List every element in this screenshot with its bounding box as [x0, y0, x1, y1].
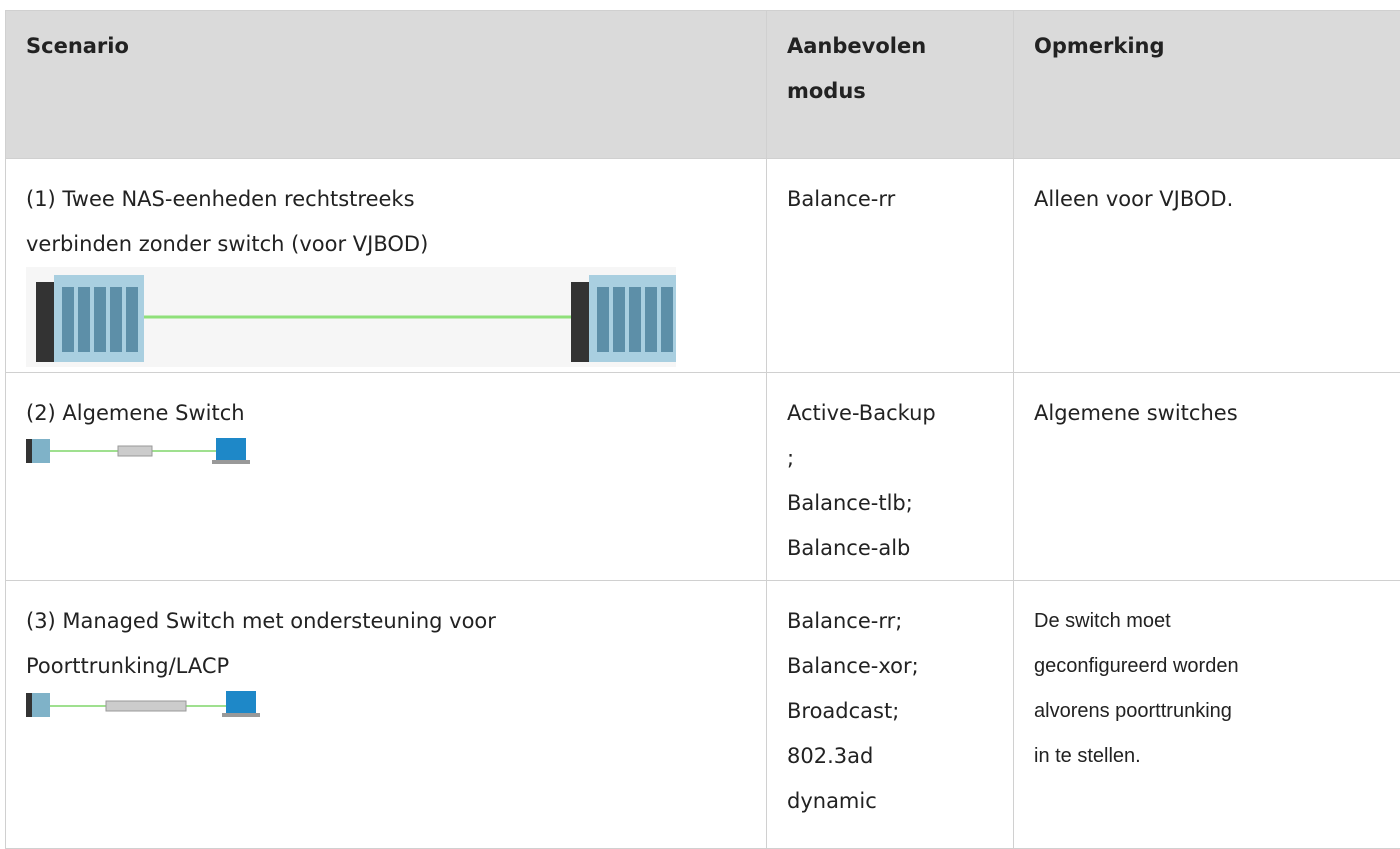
text-line: ; [787, 436, 993, 481]
text-line: Balance-rr [787, 177, 993, 222]
text-line: Balance-rr; [787, 599, 993, 644]
cell: Active-Backup;Balance-tlb;Balance-alb [767, 373, 1014, 581]
text-line: alvorens poorttrunking [1034, 689, 1380, 734]
cell-text: Balance-rr;Balance-xor;Broadcast;802.3ad… [787, 599, 993, 824]
text-line: Balance-alb [787, 526, 993, 571]
text-line: geconfigureerd worden [1034, 644, 1380, 689]
text-line: in te stellen. [1034, 734, 1380, 779]
text-line: Broadcast; [787, 689, 993, 734]
diagram-direct [26, 267, 676, 367]
header-row: Scenario Aanbevolen modus Opmerking [6, 11, 1400, 159]
row: (2) Algemene Switch Active-Backup;Balanc… [6, 373, 1400, 581]
text-line: (3) Managed Switch met ondersteuning voo… [26, 599, 746, 644]
cell: Alleen voor VJBOD. [1014, 159, 1400, 373]
diagram-managed-switch [26, 689, 266, 721]
header-cell: Opmerking [1014, 11, 1400, 159]
cell: (2) Algemene Switch [6, 373, 767, 581]
cell: Balance-rr;Balance-xor;Broadcast;802.3ad… [767, 581, 1014, 849]
cell-text: (3) Managed Switch met ondersteuning voo… [26, 599, 746, 689]
text-line: Balance-xor; [787, 644, 993, 689]
text-line: Alleen voor VJBOD. [1034, 177, 1380, 222]
text-line: (2) Algemene Switch [26, 391, 746, 436]
text-line: (1) Twee NAS-eenheden rechtstreeks [26, 177, 746, 222]
header-cell: Scenario [6, 11, 767, 159]
text-line: Balance-tlb; [787, 481, 993, 526]
row: (3) Managed Switch met ondersteuning voo… [6, 581, 1400, 849]
cell: Algemene switches [1014, 373, 1400, 581]
text-line: dynamic [787, 779, 993, 824]
cell: (3) Managed Switch met ondersteuning voo… [6, 581, 767, 849]
text-line: verbinden zonder switch (voor VJBOD) [26, 222, 746, 267]
table: Scenario Aanbevolen modus Opmerking (1) … [5, 10, 1400, 849]
cell: Balance-rr [767, 159, 1014, 373]
cell-text: Alleen voor VJBOD. [1034, 177, 1380, 222]
text-line: Active-Backup [787, 391, 993, 436]
cell-text: Algemene switches [1034, 391, 1380, 436]
diagram-switch [26, 436, 256, 466]
header-cell: Aanbevolen modus [767, 11, 1014, 159]
cell-text: (2) Algemene Switch [26, 391, 746, 436]
text-line: Poorttrunking/LACP [26, 644, 746, 689]
text-line: Algemene switches [1034, 391, 1380, 436]
cell-text: Active-Backup;Balance-tlb;Balance-alb [787, 391, 993, 571]
cell-text: Balance-rr [787, 177, 993, 222]
text-line: De switch moet [1034, 599, 1380, 644]
text-line: 802.3ad [787, 734, 993, 779]
